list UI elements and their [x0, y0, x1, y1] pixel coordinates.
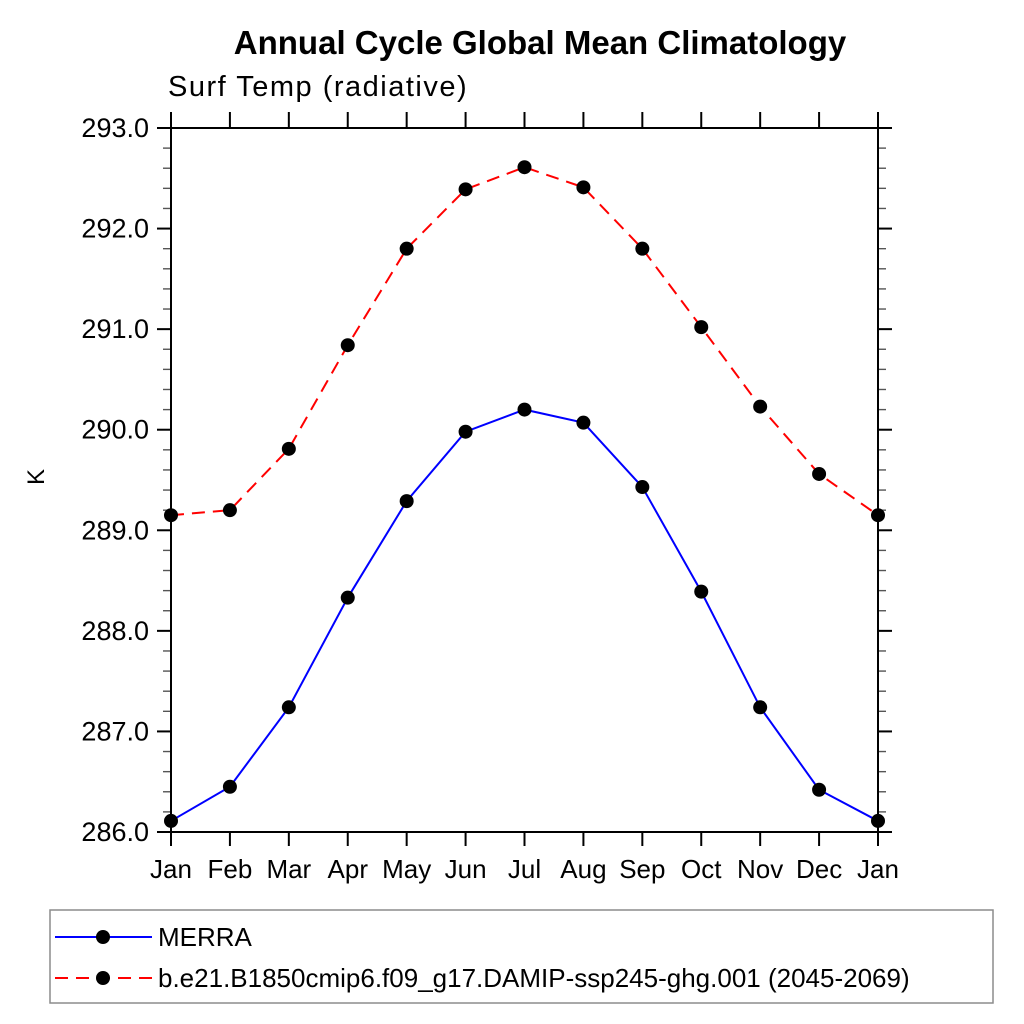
series-0-marker [694, 584, 709, 599]
y-tick-label: 287.0 [81, 716, 149, 746]
y-tick-label: 292.0 [81, 214, 149, 244]
x-tick-label: May [382, 854, 431, 884]
x-tick-label: Sep [619, 854, 665, 884]
series-0-marker [517, 402, 532, 417]
x-tick-label: Feb [208, 854, 253, 884]
series-1-marker [871, 508, 885, 523]
series-0-marker [222, 779, 237, 794]
legend-label-0: MERRA [158, 922, 253, 952]
series-1-marker [517, 160, 532, 175]
series-0-marker [340, 590, 355, 605]
series-1-marker [399, 241, 414, 256]
series-1-marker [222, 503, 237, 518]
y-tick-label: 291.0 [81, 314, 149, 344]
series-0-marker [164, 813, 178, 828]
plot-frame [170, 127, 879, 833]
series-0-marker [576, 415, 591, 430]
series-1-marker [694, 320, 709, 335]
series-1-marker [635, 241, 650, 256]
series-1-marker [812, 466, 827, 481]
series-1-marker [281, 441, 296, 456]
x-tick-label: Nov [737, 854, 783, 884]
legend-marker-0 [96, 930, 110, 944]
series-1-marker [164, 508, 178, 523]
chart-title: Annual Cycle Global Mean Climatology [234, 24, 847, 61]
x-tick-label: Mar [266, 854, 311, 884]
legend-label-1: b.e21.B1850cmip6.f09_g17.DAMIP-ssp245-gh… [158, 963, 910, 993]
y-tick-label: 293.0 [81, 113, 149, 143]
x-tick-label: Jan [150, 854, 192, 884]
series-0-marker [635, 480, 650, 495]
x-tick-label: Jul [508, 854, 541, 884]
x-tick-label: Dec [796, 854, 842, 884]
series-0-marker [399, 494, 414, 509]
series-0-marker [458, 424, 473, 439]
x-tick-label: Jan [857, 854, 899, 884]
x-tick-label: Oct [681, 854, 722, 884]
y-tick-label: 288.0 [81, 616, 149, 646]
y-tick-label: 289.0 [81, 515, 149, 545]
series-1-marker [458, 182, 473, 197]
x-tick-label: Aug [560, 854, 606, 884]
legend-box [49, 909, 994, 1004]
series-0-line [170, 408, 879, 822]
series-0-marker [871, 813, 885, 828]
x-tick-label: Apr [328, 854, 369, 884]
chart-subtitle: Surf Temp (radiative) [168, 71, 468, 103]
series-0-marker [812, 782, 827, 797]
series-1-marker [576, 180, 591, 195]
y-tick-label: 286.0 [81, 817, 149, 847]
series-1-marker [340, 338, 355, 353]
series-1-marker [753, 399, 768, 414]
plot-area: 286.0 287.0 288.0 289.0 290.0 291.0 292.0 293.0… [81, 112, 899, 884]
series-1-line [170, 166, 879, 517]
y-tick-label: 290.0 [81, 415, 149, 445]
x-tick-label: Jun [445, 854, 487, 884]
series-0-marker [281, 700, 296, 715]
series-0-marker [753, 700, 768, 715]
legend: MERRA b.e21.B1850cmip6.f09_g17.DAMIP-ssp2… [49, 909, 994, 1004]
y-axis-label: K [23, 469, 50, 485]
legend-marker-1 [96, 971, 110, 985]
